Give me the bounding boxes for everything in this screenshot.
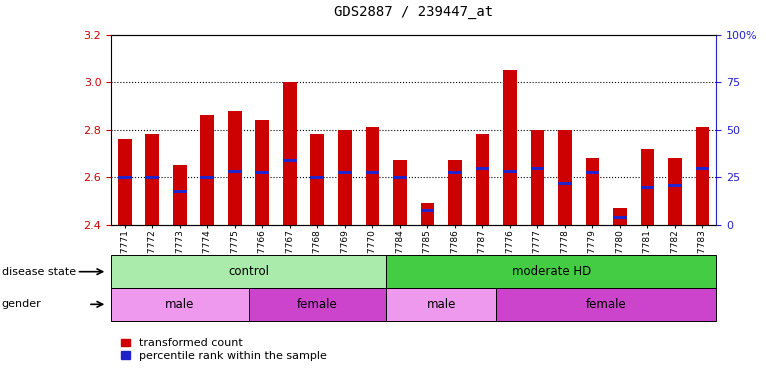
Text: male: male [427,298,456,311]
Text: male: male [165,298,195,311]
Bar [310,134,324,225]
Bar [558,129,571,225]
Bar [111,288,249,321]
Bar [421,209,434,212]
Bar [668,184,682,187]
Text: GDS2887 / 239447_at: GDS2887 / 239447_at [334,5,493,19]
Legend: transformed count, percentile rank within the sample: transformed count, percentile rank withi… [116,334,331,365]
Bar [338,129,352,225]
Bar [613,208,627,225]
Bar [448,171,462,174]
Bar [668,158,682,225]
Bar [393,161,407,225]
Bar [531,129,545,225]
Bar [640,186,654,189]
Text: female: female [297,298,338,311]
Text: control: control [228,265,269,278]
Bar [386,288,496,321]
Bar [173,165,187,225]
Bar [386,255,716,288]
Bar [310,175,324,179]
Text: gender: gender [2,299,41,310]
Bar [585,171,599,174]
Bar [421,203,434,225]
Bar [531,167,545,170]
Bar [503,70,517,225]
Text: female: female [586,298,627,311]
Bar [146,134,159,225]
Bar [476,167,489,170]
Bar [585,158,599,225]
Bar [173,190,187,193]
Bar [448,161,462,225]
Text: moderate HD: moderate HD [512,265,591,278]
Bar [393,175,407,179]
Bar [256,171,269,174]
Bar [696,167,709,170]
Bar [118,175,132,179]
Bar [201,175,214,179]
Bar [283,159,296,162]
Bar [146,175,159,179]
Bar [249,288,386,321]
Bar [640,149,654,225]
Bar [365,127,379,225]
Bar [503,170,517,173]
Bar [496,288,716,321]
Text: disease state: disease state [2,266,76,277]
Bar [558,182,571,185]
Bar [696,127,709,225]
Bar [283,82,296,225]
Bar [111,255,386,288]
Bar [118,139,132,225]
Bar [228,111,242,225]
Bar [256,120,269,225]
Bar [338,171,352,174]
Bar [365,171,379,174]
Bar [228,170,242,173]
Bar [201,115,214,225]
Bar [613,216,627,219]
Bar [476,134,489,225]
